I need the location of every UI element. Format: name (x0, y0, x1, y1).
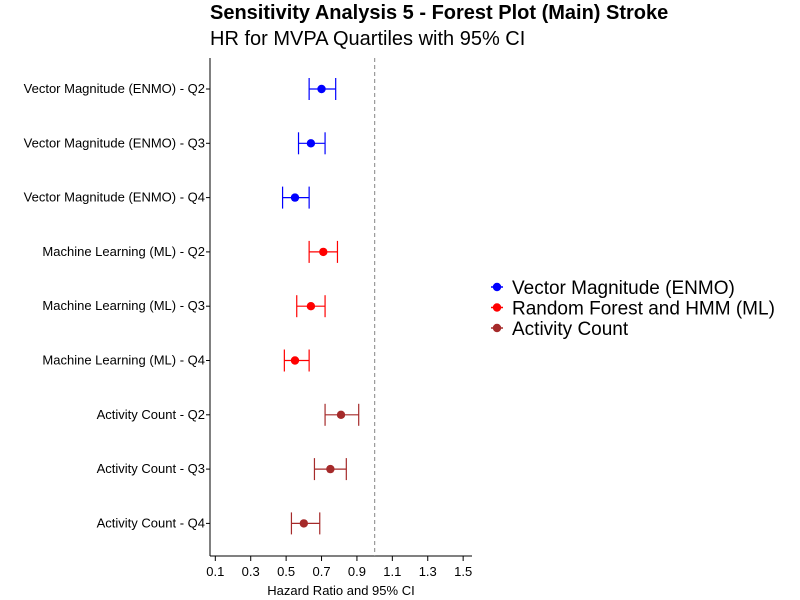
x-tick-label: 1.5 (454, 564, 472, 579)
y-tick-label: Activity Count - Q4 (97, 515, 205, 530)
y-tick-label: Machine Learning (ML) - Q2 (42, 244, 205, 259)
legend-label: Random Forest and HMM (ML) (512, 299, 775, 320)
y-tick-label: Machine Learning (ML) - Q3 (42, 298, 205, 313)
y-tick-label: Machine Learning (ML) - Q4 (42, 353, 205, 368)
hr-point (306, 302, 316, 311)
x-axis-label: Hazard Ratio and 95% CI (267, 583, 414, 598)
x-tick-label: 0.1 (206, 564, 224, 579)
y-tick-label: Activity Count - Q3 (97, 461, 205, 476)
hr-point (317, 84, 326, 94)
hr-point (299, 519, 309, 528)
legend-label: Activity Count (512, 319, 629, 340)
hr-point (290, 356, 300, 365)
legend: Vector Magnitude (ENMO)Random Forest and… (491, 278, 775, 340)
chart-title: Sensitivity Analysis 5 - Forest Plot (Ma… (210, 2, 669, 24)
x-tick-label: 0.9 (348, 564, 366, 579)
y-tick-label: Vector Magnitude (ENMO) - Q2 (24, 81, 205, 96)
y-tick-label: Vector Magnitude (ENMO) - Q4 (24, 190, 205, 205)
hr-point (336, 410, 346, 419)
legend-key-point (492, 303, 502, 312)
x-tick-label: 1.3 (419, 564, 437, 579)
x-tick-label: 1.1 (383, 564, 401, 579)
axes: 0.1 0.3 0.5 0.7 0.9 1.1 1.3 1.5 Hazard Ratio and… (24, 58, 472, 598)
legend-key-point (492, 282, 502, 292)
legend-key-point (492, 323, 502, 333)
y-tick-label: Activity Count - Q2 (97, 407, 205, 422)
hr-point (326, 464, 335, 474)
x-tick-label: 0.5 (277, 564, 295, 579)
x-tick-label: 0.3 (242, 564, 260, 579)
hr-point (306, 139, 316, 148)
legend-label: Vector Magnitude (ENMO) (512, 278, 735, 299)
hr-point (319, 247, 328, 257)
chart-subtitle: HR for MVPA Quartiles with 95% CI (210, 28, 526, 50)
x-tick-label: 0.7 (312, 564, 330, 579)
y-tick-label: Vector Magnitude (ENMO) - Q3 (24, 135, 205, 150)
plot-marks (281, 78, 360, 535)
hr-point (290, 193, 300, 202)
